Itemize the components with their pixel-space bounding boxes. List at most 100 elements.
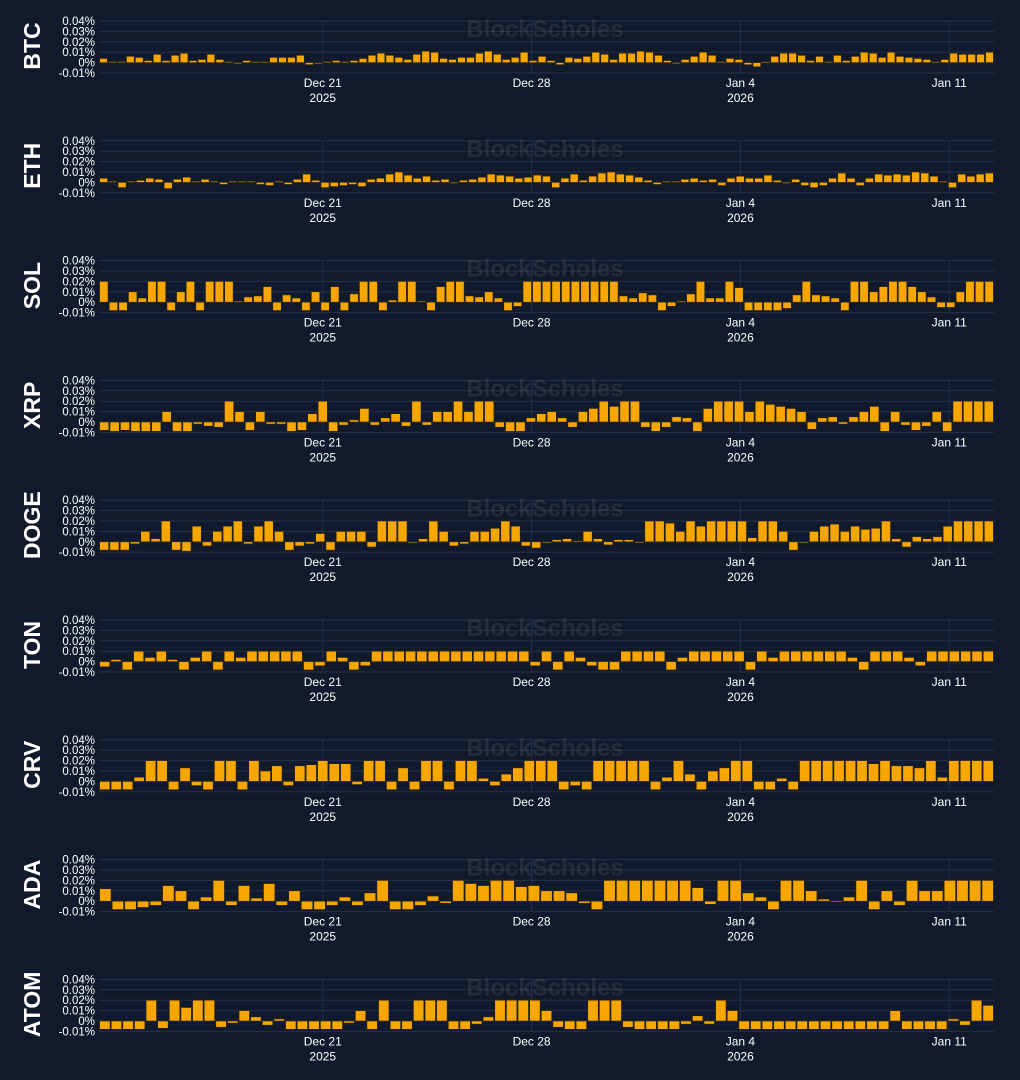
bar	[364, 892, 377, 902]
bar	[858, 661, 870, 671]
bar	[599, 281, 609, 303]
bar	[224, 400, 234, 423]
bar	[325, 541, 336, 551]
bar	[895, 56, 905, 63]
bar	[726, 177, 736, 183]
bar	[265, 421, 276, 425]
y-tick-label: 0.01%	[62, 167, 95, 179]
bar	[294, 541, 305, 547]
bar	[932, 536, 943, 543]
bar	[296, 55, 305, 63]
bar	[590, 281, 600, 303]
bar	[761, 61, 770, 63]
bar	[314, 62, 323, 64]
bar	[973, 520, 984, 543]
bar	[619, 400, 630, 423]
bar	[99, 541, 109, 551]
bar	[357, 182, 367, 187]
bar	[283, 182, 293, 185]
x-tick-label: Dec 28	[513, 675, 551, 689]
x-tick-label: Dec 28	[513, 76, 551, 90]
bar	[948, 182, 957, 188]
bar	[236, 781, 248, 791]
bar	[255, 411, 266, 423]
panel-title: BTC	[19, 22, 45, 69]
bar	[528, 60, 538, 63]
x-tick-year-label: 2025	[309, 810, 336, 824]
bar	[536, 413, 547, 423]
bar	[137, 297, 147, 303]
bar	[643, 650, 654, 662]
bar	[179, 767, 191, 782]
bar	[407, 281, 417, 303]
bar	[238, 1010, 250, 1022]
bar	[699, 650, 711, 662]
x-tick-label: Dec 21	[304, 675, 342, 689]
bar	[479, 531, 490, 543]
bar	[191, 781, 202, 786]
bar	[452, 880, 465, 902]
bar	[303, 661, 314, 671]
bar	[713, 400, 724, 423]
bar	[117, 182, 127, 188]
panel-title: TON	[19, 621, 45, 669]
bar	[551, 539, 562, 543]
bar	[707, 55, 717, 63]
bar	[378, 301, 388, 311]
bar	[854, 1020, 866, 1030]
bar	[260, 61, 269, 63]
bar	[892, 650, 904, 662]
bar	[809, 182, 819, 188]
bar	[924, 1020, 936, 1030]
bar	[671, 416, 682, 423]
bar	[880, 890, 893, 902]
bar	[877, 57, 887, 63]
bar	[959, 1020, 971, 1026]
bar	[215, 1020, 227, 1028]
bar	[654, 650, 666, 662]
bar	[726, 520, 737, 543]
bar	[597, 661, 609, 671]
bar	[661, 776, 673, 782]
y-tick-label: 0.04%	[62, 615, 95, 627]
bar	[150, 538, 161, 543]
bar	[346, 531, 356, 543]
bar	[443, 781, 455, 791]
bar	[272, 301, 282, 311]
bar	[756, 650, 768, 662]
bar	[959, 760, 971, 782]
bar	[569, 173, 579, 183]
bar	[385, 55, 395, 63]
bar	[796, 411, 807, 423]
bar	[840, 301, 850, 311]
bar	[892, 173, 902, 183]
bar	[809, 531, 819, 543]
bar	[734, 59, 744, 63]
bar	[606, 171, 616, 183]
bar	[870, 527, 881, 543]
bar	[314, 661, 326, 667]
bar	[735, 175, 745, 183]
bar	[922, 59, 932, 63]
bar	[274, 181, 284, 183]
bar	[958, 53, 967, 63]
bar	[351, 781, 363, 785]
bar	[340, 61, 350, 63]
bar	[128, 291, 138, 303]
bar	[512, 767, 524, 782]
y-tick-label: 0.03%	[62, 865, 95, 877]
bar	[167, 659, 179, 662]
bar	[913, 58, 923, 63]
bar	[401, 900, 414, 910]
x-tick-label: Jan 4	[726, 915, 756, 929]
bar	[133, 650, 145, 662]
bar	[604, 760, 616, 782]
bar	[848, 416, 859, 423]
y-tick-label: 0.01%	[62, 407, 95, 419]
bar	[911, 421, 921, 431]
bar	[715, 297, 725, 303]
y-tick-label: 0%	[78, 177, 95, 189]
bar	[829, 523, 840, 543]
bar	[744, 411, 755, 423]
bar	[489, 781, 501, 786]
